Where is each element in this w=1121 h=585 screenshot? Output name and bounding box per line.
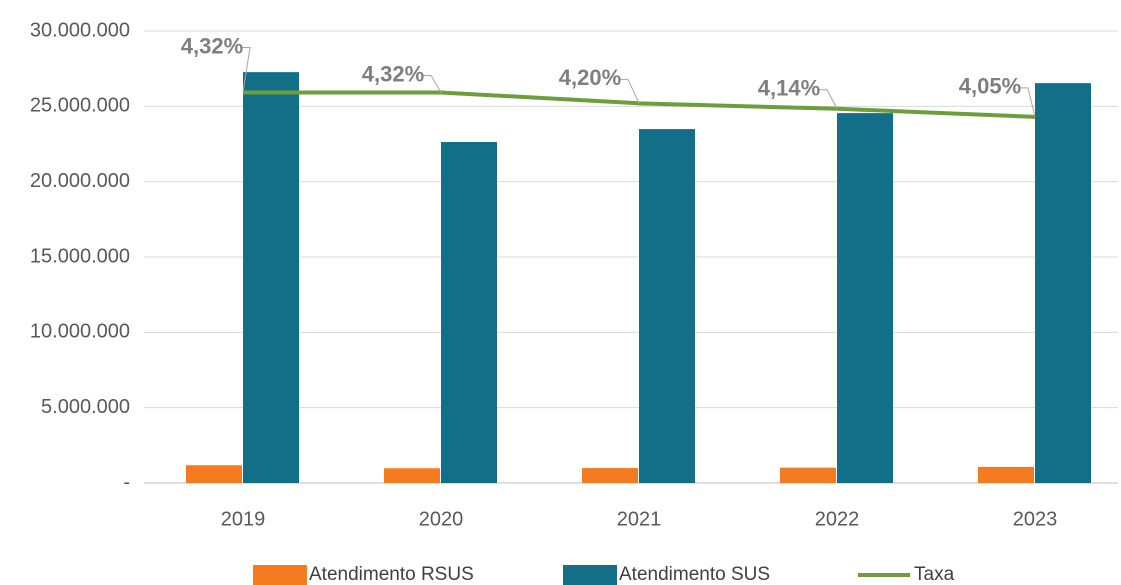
y-tick-label: - <box>123 471 130 493</box>
x-tick-label: 2019 <box>221 508 266 530</box>
x-tick-label: 2023 <box>1013 508 1058 530</box>
line <box>243 90 1036 119</box>
y-tick-label: 25.000.000 <box>30 95 130 117</box>
data-label: 4,32% <box>181 33 243 58</box>
bar <box>978 466 1034 483</box>
bar <box>780 467 836 483</box>
bar <box>639 129 695 484</box>
leader-line <box>819 89 838 109</box>
bar <box>441 142 497 484</box>
leader-line <box>1020 87 1036 117</box>
y-tick-label: 5.000.000 <box>41 396 130 418</box>
bar <box>186 465 242 483</box>
data-label: 4,20% <box>559 65 621 90</box>
data-label: 4,14% <box>758 76 820 101</box>
legend-label: Atendimento RSUS <box>309 564 474 585</box>
bar <box>582 468 638 483</box>
y-tick-label: 20.000.000 <box>30 170 130 192</box>
legend-label: Taxa <box>914 564 955 585</box>
y-tick-label: 15.000.000 <box>30 245 130 267</box>
legend-swatch <box>563 565 617 585</box>
data-label: 4,05% <box>959 74 1021 99</box>
legend-label: Atendimento SUS <box>619 564 770 585</box>
y-tick-label: 10.000.000 <box>30 321 130 343</box>
leader-line <box>620 78 640 104</box>
bar <box>1035 83 1091 483</box>
leader-line <box>242 46 251 93</box>
x-tick-label: 2021 <box>617 508 662 530</box>
data-label: 4,32% <box>362 61 424 86</box>
bar <box>837 113 893 483</box>
x-tick-label: 2022 <box>815 508 860 530</box>
bar <box>243 72 299 483</box>
x-tick-label: 2020 <box>419 508 464 530</box>
bar <box>384 468 440 483</box>
legend-swatch <box>253 565 307 585</box>
y-tick-label: 30.000.000 <box>30 19 130 41</box>
leader-line <box>423 74 442 93</box>
